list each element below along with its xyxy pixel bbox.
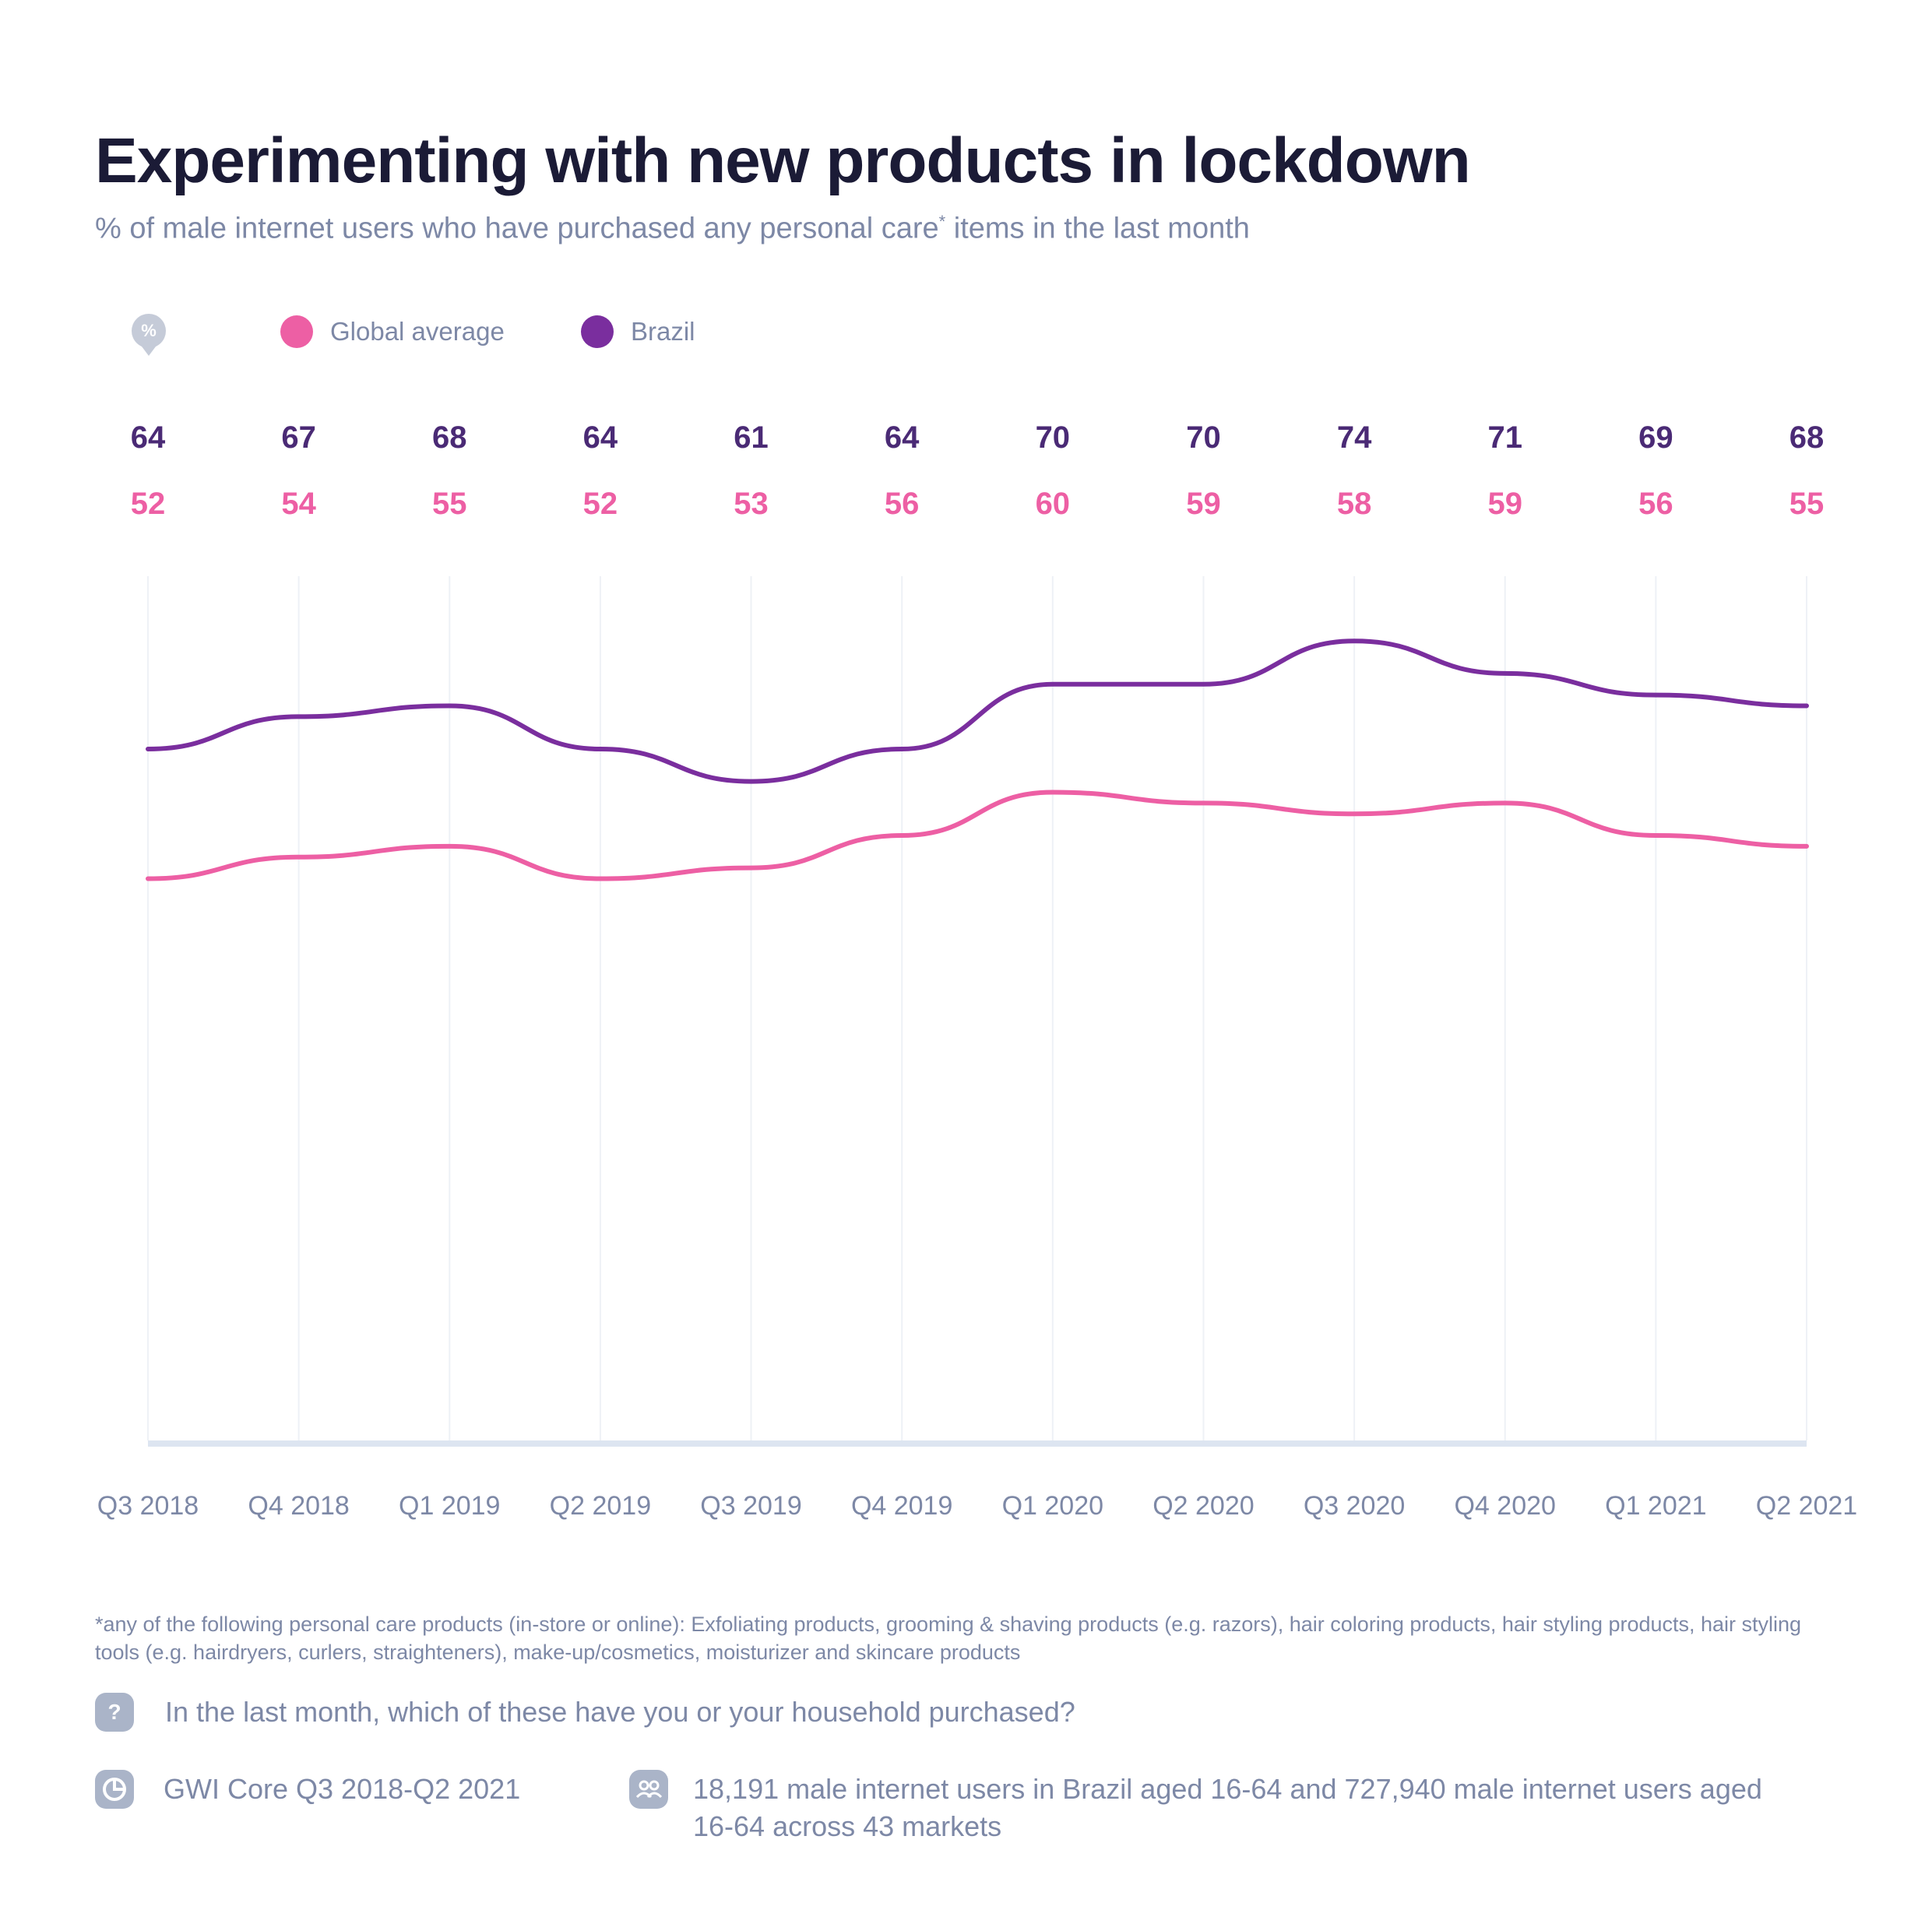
data-label-global-average: 53 (734, 487, 769, 521)
subtitle-text-end: items in the last month (945, 212, 1250, 245)
data-label-brazil: 64 (582, 420, 618, 455)
series-lines (146, 638, 1809, 881)
legend-dot-brazil (581, 315, 614, 348)
pie-chart-icon (95, 1770, 134, 1809)
x-tick-label: Q1 2021 (1605, 1491, 1707, 1521)
percent-icon-pointer (142, 346, 156, 356)
x-tick-label: Q4 2019 (850, 1491, 953, 1521)
legend-global-average: Global average (280, 315, 505, 348)
grid-lines (147, 576, 1807, 1440)
data-label-global-average: 60 (1035, 487, 1071, 521)
data-label-brazil: 70 (1186, 420, 1221, 455)
users-icon (629, 1770, 668, 1809)
subtitle-footnote-mark: * (938, 212, 946, 231)
data-label-global-average: 55 (432, 487, 467, 521)
legend-dot-global (280, 315, 313, 348)
subtitle-text: % of male internet users who have purcha… (95, 212, 939, 245)
x-tick-label: Q2 2021 (1755, 1491, 1858, 1521)
x-tick-label: Q1 2020 (1001, 1491, 1104, 1521)
data-label-global-average: 58 (1336, 487, 1372, 521)
data-label-global-average: 54 (281, 487, 316, 521)
x-tick-label: Q3 2020 (1303, 1491, 1406, 1521)
series-line-global-average (146, 790, 1809, 881)
legend-label-global: Global average (330, 317, 505, 346)
data-label-global-average: 56 (884, 487, 920, 521)
x-tick-label: Q2 2019 (549, 1491, 652, 1521)
data-label-brazil: 67 (281, 420, 316, 455)
data-label-global-average: 59 (1186, 487, 1221, 521)
x-tick-label: Q2 2020 (1153, 1491, 1255, 1521)
data-label-brazil: 68 (432, 420, 467, 455)
x-tick-label: Q3 2018 (97, 1491, 199, 1521)
data-label-brazil: 68 (1789, 420, 1825, 455)
line-chart (146, 576, 1809, 1447)
data-label-global-average: 59 (1487, 487, 1522, 521)
sample-description: 18,191 male internet users in Brazil age… (693, 1773, 1762, 1842)
question-icon: ? (95, 1693, 134, 1732)
data-label-global-average: 55 (1789, 487, 1825, 521)
data-label-brazil: 70 (1035, 420, 1071, 455)
x-tick-label: Q3 2019 (700, 1491, 802, 1521)
data-label-global-average: 52 (130, 487, 166, 521)
percent-icon: % (132, 314, 166, 348)
x-tick-label: Q1 2019 (399, 1491, 501, 1521)
data-source: GWI Core Q3 2018-Q2 2021 (164, 1773, 521, 1805)
survey-question: In the last month, which of these have y… (165, 1696, 1075, 1728)
chart-subtitle: % of male internet users who have purcha… (95, 212, 1250, 246)
x-axis-baseline (148, 1440, 1807, 1447)
data-label-brazil: 64 (884, 420, 920, 455)
data-label-global-average: 56 (1638, 487, 1673, 521)
data-label-brazil: 61 (734, 420, 769, 455)
legend-brazil: Brazil (581, 315, 695, 348)
data-label-brazil: 64 (130, 420, 166, 455)
data-label-brazil: 74 (1336, 420, 1372, 455)
legend-label-brazil: Brazil (631, 317, 695, 346)
footnote: *any of the following personal care prod… (95, 1613, 1802, 1664)
x-tick-label: Q4 2020 (1454, 1491, 1556, 1521)
series-line-brazil (146, 638, 1809, 784)
data-label-brazil: 71 (1487, 420, 1522, 455)
x-tick-label: Q4 2018 (248, 1491, 350, 1521)
data-label-brazil: 69 (1638, 420, 1673, 455)
chart-title: Experimenting with new products in lockd… (95, 125, 1471, 196)
data-label-global-average: 52 (582, 487, 618, 521)
